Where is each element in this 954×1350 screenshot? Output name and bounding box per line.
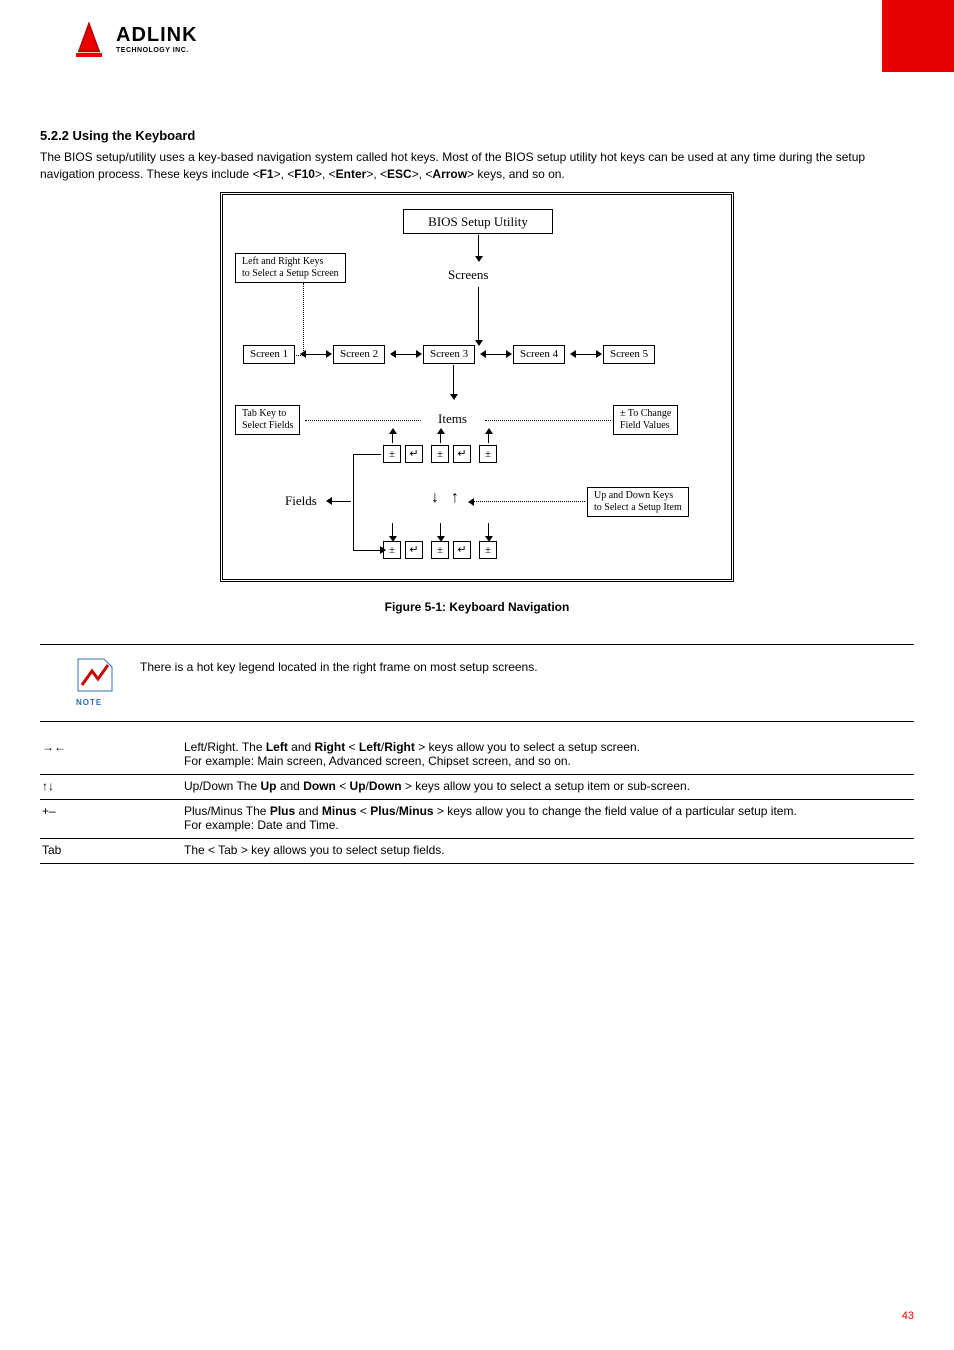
diag-pm-box: ± [431, 541, 449, 559]
big-arrow-down-icon: ↓ [431, 489, 439, 507]
key-desc: The < Tab > key allows you to select set… [180, 838, 914, 863]
diag-arrow [353, 550, 381, 551]
key-symbol: +– [40, 799, 180, 838]
note-icon: NOTE [74, 657, 116, 705]
intro-paragraph: The BIOS setup/utility uses a key-based … [40, 149, 914, 184]
diag-dotted [473, 501, 585, 502]
page-number: 43 [902, 1310, 914, 1322]
diag-enter-box: ↵ [453, 541, 471, 559]
diag-screens-label: Screens [448, 267, 488, 283]
key-desc: Plus/Minus The Plus and Minus < Plus/Min… [180, 799, 914, 838]
key-desc: Up/Down The Up and Down < Up/Down > keys… [180, 774, 914, 799]
page-content: 5.2.2 Using the Keyboard The BIOS setup/… [0, 128, 954, 864]
key-symbol: →← [40, 736, 180, 775]
diag-enter-box: ↵ [405, 445, 423, 463]
diag-arrow [440, 433, 441, 443]
logo: ADLINK TECHNOLOGY INC. [0, 0, 198, 58]
diag-arrow [488, 523, 489, 537]
diag-enter-box: ↵ [405, 541, 423, 559]
diag-leftright-box: Left and Right Keys to Select a Setup Sc… [235, 253, 346, 283]
diag-arrow [395, 354, 417, 355]
diag-screen-box: Screen 5 [603, 345, 655, 364]
diag-dotted [485, 420, 611, 421]
diag-tabkey-box: Tab Key to Select Fields [235, 405, 300, 435]
logo-text: ADLINK TECHNOLOGY INC. [116, 24, 198, 54]
diag-pm-box: ± [383, 541, 401, 559]
diag-updown-box: Up and Down Keys to Select a Setup Item [587, 487, 689, 517]
table-row: Tab The < Tab > key allows you to select… [40, 838, 914, 863]
diag-arrow [453, 365, 454, 395]
page-header: ADLINK TECHNOLOGY INC. [0, 0, 954, 72]
hotkey-table: →← Left/Right. The Left and Right < Left… [40, 736, 914, 864]
figure-caption: Figure 5-1: Keyboard Navigation [40, 600, 914, 614]
logo-sub: TECHNOLOGY INC. [116, 47, 198, 54]
diag-pm-box: ± [383, 445, 401, 463]
diag-line [353, 454, 381, 455]
diag-arrow [392, 523, 393, 537]
table-row: →← Left/Right. The Left and Right < Left… [40, 736, 914, 775]
diag-screen-box: Screen 4 [513, 345, 565, 364]
diag-pm-box: ± [479, 445, 497, 463]
note-block: NOTE There is a hot key legend located i… [40, 644, 914, 722]
diag-arrow [305, 354, 327, 355]
diag-title-box: BIOS Setup Utility [403, 209, 553, 235]
header-red-block [882, 0, 954, 72]
diag-pm-box: ± [479, 541, 497, 559]
diag-dotted [305, 420, 421, 421]
diag-arrow [488, 433, 489, 443]
key-symbol: ↑↓ [40, 774, 180, 799]
diag-arrow [478, 235, 479, 257]
diag-arrow [575, 354, 597, 355]
bios-navigation-diagram: BIOS Setup Utility Left and Right Keys t… [220, 192, 734, 582]
key-symbol: Tab [40, 838, 180, 863]
key-desc: Left/Right. The Left and Right < Left/Ri… [180, 736, 914, 775]
note-label: NOTE [76, 698, 102, 707]
diagram-container: BIOS Setup Utility Left and Right Keys t… [40, 192, 914, 582]
diag-arrow [331, 501, 351, 502]
note-text: There is a hot key legend located in the… [140, 657, 538, 676]
logo-main: ADLINK [116, 24, 198, 47]
diag-fields-label: Fields [285, 493, 317, 509]
diag-arrow [485, 354, 507, 355]
diag-screen-box: Screen 3 [423, 345, 475, 364]
table-row: +– Plus/Minus The Plus and Minus < Plus/… [40, 799, 914, 838]
diag-arrow [392, 433, 393, 443]
diag-line [353, 454, 354, 550]
diag-pm-box: ± [431, 445, 449, 463]
diag-tochange-box: ± To Change Field Values [613, 405, 678, 435]
table-row: ↑↓ Up/Down The Up and Down < Up/Down > k… [40, 774, 914, 799]
section-title: 5.2.2 Using the Keyboard [40, 128, 914, 143]
big-arrow-up-icon: ↑ [451, 489, 459, 507]
diag-screen-box: Screen 1 [243, 345, 295, 364]
logo-mark-icon [68, 20, 110, 58]
diag-items-label: Items [438, 411, 467, 427]
diag-arrow [478, 287, 479, 341]
diag-dotted [303, 283, 304, 355]
diag-arrow [440, 523, 441, 537]
diag-enter-box: ↵ [453, 445, 471, 463]
diag-screen-box: Screen 2 [333, 345, 385, 364]
